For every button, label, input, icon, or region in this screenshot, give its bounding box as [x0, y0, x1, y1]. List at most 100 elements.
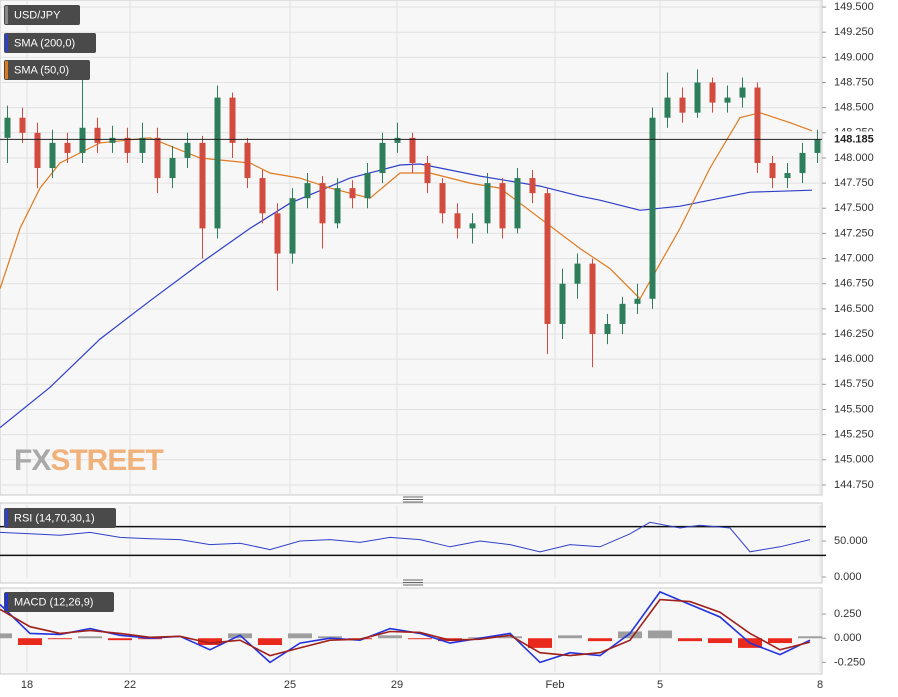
- candle-body: [499, 183, 506, 229]
- candle-body: [289, 198, 296, 254]
- y-tick-label: 149.250: [834, 26, 874, 38]
- histogram-bar: [198, 638, 222, 645]
- legend-box: [4, 5, 80, 25]
- y-tick-label: 145.500: [834, 403, 874, 415]
- price-panel: [0, 0, 823, 496]
- y-tick-label: 145.000: [834, 454, 874, 466]
- histogram-bar: [78, 636, 102, 639]
- series-line: [0, 112, 813, 300]
- candle-body: [679, 97, 686, 113]
- last-price-label: 148.185: [834, 133, 874, 145]
- candle-body: [394, 137, 401, 143]
- y-tick-label: 148.750: [834, 76, 874, 88]
- candle-body: [559, 283, 566, 324]
- candle-body: [589, 263, 596, 335]
- macd-panel: [0, 587, 823, 675]
- histogram-bar: [378, 635, 402, 639]
- candle-body: [754, 87, 761, 163]
- legend-swatch: [5, 61, 8, 79]
- histogram-bar: [648, 630, 672, 639]
- rsi-panel: [0, 502, 823, 584]
- legend-item: RSI (14,70,30,1): [4, 508, 116, 528]
- series-line: [0, 598, 811, 657]
- candle-body: [454, 213, 461, 229]
- candle-body: [409, 137, 416, 163]
- y-tick-label: 146.250: [834, 328, 874, 340]
- legend-label: MACD (12,26,9): [14, 596, 93, 608]
- legend-item: USD/JPY: [4, 5, 80, 25]
- legend-box: [4, 60, 90, 80]
- histogram-bar: [0, 633, 12, 639]
- x-tick-label: 5: [657, 679, 663, 691]
- panel-handle[interactable]: [403, 579, 423, 586]
- x-tick-label: 25: [284, 679, 296, 691]
- y-tick-label: 50.000: [834, 535, 868, 547]
- histogram-bar: [18, 638, 42, 645]
- histogram-bar: [498, 636, 522, 639]
- watermark-part: FX: [14, 444, 51, 477]
- y-tick-label: 146.500: [834, 303, 874, 315]
- candle-body: [379, 142, 386, 174]
- candle-body: [484, 183, 491, 224]
- legend-label: SMA (50,0): [14, 64, 69, 76]
- legend-box: [4, 33, 96, 53]
- panel-handle[interactable]: [403, 496, 423, 503]
- legend-item: MACD (12,26,9): [4, 592, 114, 612]
- candle-body: [319, 183, 326, 224]
- legend-label: SMA (200,0): [14, 37, 75, 49]
- x-tick-label: Feb: [546, 679, 565, 691]
- candle-body: [64, 142, 71, 153]
- candle-body: [814, 139, 821, 153]
- candle-body: [229, 97, 236, 143]
- histogram-bar: [528, 638, 552, 648]
- legend-item: SMA (50,0): [4, 60, 90, 80]
- histogram-bar: [258, 638, 282, 645]
- y-tick-label: 146.750: [834, 278, 874, 290]
- legend-swatch: [5, 34, 8, 52]
- candle-body: [244, 142, 251, 179]
- candle-body: [574, 263, 581, 284]
- candle-body: [709, 82, 716, 103]
- candle-body: [769, 162, 776, 179]
- y-tick-label: 145.250: [834, 429, 874, 441]
- candle-body: [799, 152, 806, 174]
- histogram-bar: [108, 638, 132, 641]
- candle-body: [4, 117, 11, 138]
- y-tick-label: 0.000: [834, 571, 862, 583]
- histogram-bar: [618, 631, 642, 639]
- y-tick-label: 147.250: [834, 227, 874, 239]
- candle-body: [694, 82, 701, 113]
- histogram-bar: [318, 636, 342, 639]
- histogram-bar: [408, 638, 432, 640]
- histogram-bar: [588, 638, 612, 642]
- candle-body: [619, 303, 626, 324]
- candle-body: [664, 97, 671, 118]
- y-tick-label: 0.250: [834, 608, 862, 620]
- y-tick-label: 148.500: [834, 102, 874, 114]
- candle-body: [139, 137, 146, 153]
- legend-label: RSI (14,70,30,1): [14, 512, 95, 524]
- y-tick-label: 147.000: [834, 252, 874, 264]
- candle-body: [439, 183, 446, 214]
- series-line: [0, 590, 811, 664]
- candle-body: [529, 178, 536, 194]
- candle-body: [334, 188, 341, 224]
- series-line: [0, 163, 813, 429]
- candle-body: [739, 87, 746, 98]
- candle-body: [49, 142, 56, 169]
- candle-body: [304, 183, 311, 199]
- x-tick-label: 18: [21, 679, 33, 691]
- legend-item: SMA (200,0): [4, 33, 96, 53]
- y-tick-label: 144.750: [834, 479, 874, 491]
- candle-body: [724, 97, 731, 103]
- candle-body: [169, 157, 176, 179]
- histogram-bar: [768, 638, 792, 644]
- y-tick-label: -0.250: [834, 656, 865, 668]
- candle-body: [94, 127, 101, 143]
- candle-body: [784, 173, 791, 179]
- candle-body: [34, 132, 41, 169]
- candle-body: [259, 178, 266, 214]
- histogram-bar: [678, 638, 702, 642]
- legend-swatch: [5, 6, 8, 24]
